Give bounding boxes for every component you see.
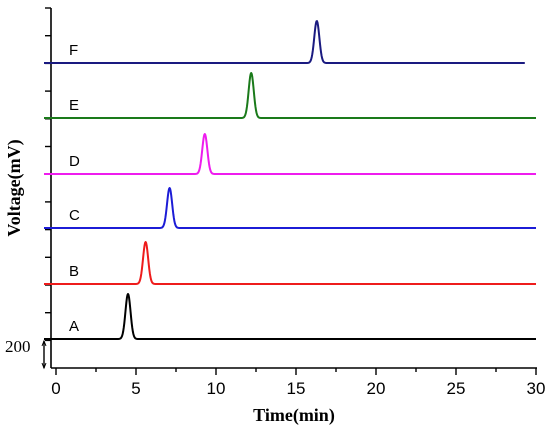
x-axis-title: Time(min) <box>253 405 335 426</box>
x-tick-label-25: 25 <box>447 379 466 398</box>
x-tick-label-5: 5 <box>131 379 140 398</box>
trace-C <box>44 187 537 229</box>
x-tick-label-0: 0 <box>51 379 60 398</box>
trace-E <box>44 72 537 119</box>
trace-F <box>44 20 526 64</box>
x-tick-label-20: 20 <box>367 379 386 398</box>
trace-labels: A B C D E F <box>69 42 80 335</box>
trace-label-D: D <box>69 153 80 170</box>
x-axis-tick-labels: 0 5 10 15 20 25 30 <box>51 379 545 398</box>
scale-bar-label: 200 <box>5 337 31 356</box>
trace-A <box>44 293 537 340</box>
trace-label-A: A <box>69 318 79 335</box>
scale-bar: 200 <box>5 337 47 370</box>
x-tick-label-10: 10 <box>207 379 226 398</box>
scale-bar-arrow-top <box>41 339 47 347</box>
scale-bar-arrow-bottom <box>41 362 47 370</box>
trace-label-E: E <box>69 97 79 114</box>
y-axis-title: Voltage(mV) <box>4 139 25 236</box>
trace-label-C: C <box>69 207 80 224</box>
trace-D <box>44 133 537 175</box>
x-tick-label-15: 15 <box>287 379 306 398</box>
x-axis-ticks <box>55 368 537 375</box>
traces <box>44 20 537 340</box>
trace-B <box>44 241 537 285</box>
trace-label-B: B <box>69 263 79 280</box>
x-tick-label-30: 30 <box>527 379 546 398</box>
trace-label-F: F <box>69 42 78 59</box>
